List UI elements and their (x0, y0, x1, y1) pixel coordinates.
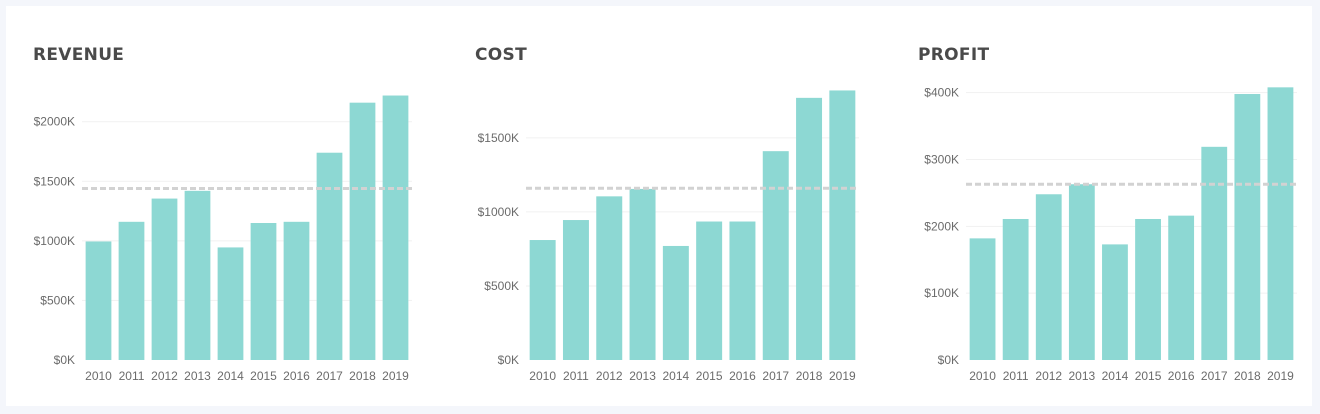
bar-2013 (629, 188, 656, 360)
x-tick-label: 2018 (1234, 369, 1261, 383)
y-tick-label: $500K (484, 279, 519, 293)
profit-bar-chart: $0K $100K $200K $300K $400K 2010 2011 2012 2013 2… (924, 86, 1297, 383)
bar-2011 (562, 220, 589, 360)
y-tick-label: $0K (498, 353, 519, 367)
x-tick-label: 2019 (1267, 369, 1294, 383)
x-tick-label: 2015 (696, 369, 723, 383)
x-tick-label: 2014 (217, 369, 244, 383)
bar-2013 (184, 190, 211, 360)
panel-title-profit: PROFIT (918, 45, 990, 65)
x-tick-label: 2016 (283, 369, 310, 383)
bar-2015 (250, 223, 277, 360)
profit-panel: PROFIT $0K $100K $200K $300K $400K 2010 2011 20… (891, 6, 1312, 406)
bar-2016 (283, 221, 310, 360)
bar-2017 (1201, 146, 1228, 360)
bar-2011 (118, 221, 145, 360)
y-tick-label: $0K (54, 353, 75, 367)
x-tick-label: 2014 (1102, 369, 1129, 383)
y-tick-label: $300K (924, 153, 959, 167)
bar-2013 (1068, 184, 1095, 360)
y-tick-label: $1000K (478, 205, 519, 219)
x-tick-label: 2015 (250, 369, 277, 383)
x-tick-label: 2018 (796, 369, 823, 383)
y-tick-label: $400K (924, 86, 959, 100)
bar-2017 (316, 152, 343, 360)
bar-2014 (662, 245, 689, 360)
bar-2019 (1267, 87, 1294, 361)
x-tick-label: 2013 (629, 369, 656, 383)
x-tick-label: 2019 (829, 369, 856, 383)
x-tick-label: 2013 (1068, 369, 1095, 383)
panel-title-cost: COST (475, 45, 527, 65)
x-tick-label: 2014 (662, 369, 689, 383)
y-tick-label: $0K (938, 353, 959, 367)
x-tick-label: 2011 (563, 369, 589, 383)
x-tick-label: 2017 (316, 369, 343, 383)
bar-2014 (217, 247, 244, 360)
x-tick-label: 2012 (596, 369, 623, 383)
bar-2016 (1168, 215, 1195, 360)
x-tick-label: 2010 (969, 369, 996, 383)
bar-2015 (1135, 218, 1161, 360)
x-tick-label: 2012 (1035, 369, 1062, 383)
x-tick-label: 2017 (1201, 369, 1228, 383)
x-tick-label: 2017 (762, 369, 789, 383)
bar-2015 (696, 221, 723, 360)
bar-2010 (85, 241, 112, 360)
y-tick-label: $500K (40, 293, 75, 307)
bar-2010 (969, 238, 996, 360)
x-tick-label: 2019 (382, 369, 409, 383)
bar-2012 (151, 198, 178, 360)
x-tick-label: 2013 (184, 369, 211, 383)
cost-panel: COST $0K $500K $1000K $1500K 2010 2011 2012 201… (448, 6, 884, 406)
bar-2018 (1234, 94, 1261, 361)
y-tick-label: $1500K (34, 174, 75, 188)
bar-2016 (729, 221, 756, 360)
bar-2010 (529, 240, 556, 360)
y-tick-label: $2000K (34, 115, 75, 129)
y-tick-label: $100K (924, 286, 959, 300)
y-tick-label: $200K (924, 219, 959, 233)
bar-2012 (596, 196, 623, 360)
bar-2014 (1102, 244, 1128, 360)
y-tick-label: $1000K (34, 234, 75, 248)
x-tick-label: 2010 (529, 369, 556, 383)
bar-2019 (382, 95, 409, 361)
y-tick-label: $1500K (478, 131, 519, 145)
x-tick-label: 2011 (119, 369, 145, 383)
bar-2018 (796, 97, 823, 361)
x-tick-label: 2015 (1135, 369, 1162, 383)
bar-2017 (762, 151, 789, 360)
x-tick-label: 2010 (85, 369, 112, 383)
x-tick-label: 2016 (1168, 369, 1195, 383)
x-tick-label: 2018 (349, 369, 376, 383)
revenue-bar-chart: $0K $500K $1000K $1500K $2000K 2010 2011 2012 20… (34, 95, 412, 383)
bar-2012 (1035, 194, 1062, 360)
panel-title-revenue: REVENUE (33, 45, 125, 65)
bar-2018 (349, 102, 376, 361)
bar-2011 (1002, 218, 1029, 360)
x-tick-label: 2012 (151, 369, 178, 383)
revenue-panel: REVENUE $0K $500K $1000K $1500K $2000K 2010 20… (6, 6, 442, 406)
cost-bar-chart: $0K $500K $1000K $1500K 2010 2011 2012 2013 2014… (478, 90, 859, 383)
x-tick-label: 2016 (729, 369, 756, 383)
dashboard: REVENUE $0K $500K $1000K $1500K $2000K 2010 20… (6, 6, 1312, 406)
bar-2019 (829, 90, 856, 361)
x-tick-label: 2011 (1003, 369, 1029, 383)
